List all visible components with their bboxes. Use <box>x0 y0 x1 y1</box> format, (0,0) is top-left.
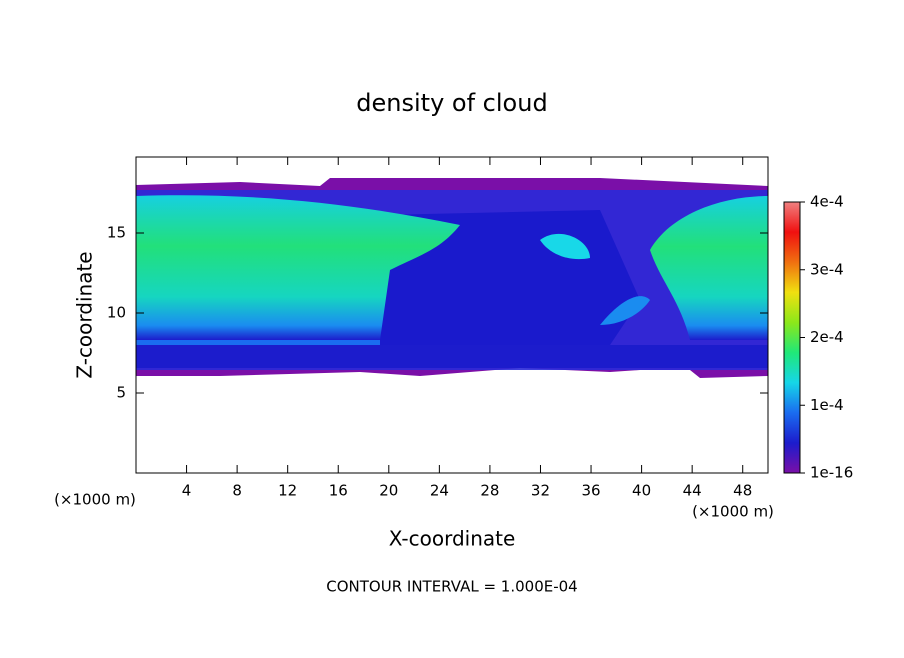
colorbar-tick-label: 3e-4 <box>810 260 844 278</box>
colorbar-tick-label: 1e-16 <box>810 464 853 482</box>
colorbar-tick-label: 4e-4 <box>810 193 844 211</box>
y-tick-label: 15 <box>107 224 126 242</box>
x-tick-label: 8 <box>232 482 242 500</box>
x-tick-label: 40 <box>632 482 651 500</box>
y-axis-label: Z-coordinate <box>73 251 97 378</box>
y-tick-label: 10 <box>107 304 126 322</box>
x-tick-label: 48 <box>733 482 752 500</box>
note: CONTOUR INTERVAL = 1.000E-04 <box>326 578 577 596</box>
colorbar-tick-label: 1e-4 <box>810 396 844 414</box>
x-tick-label: 4 <box>182 482 192 500</box>
colorbar <box>783 201 801 474</box>
field <box>136 178 768 378</box>
x-axis-label: X-coordinate <box>389 527 516 551</box>
x-tick-label: 44 <box>683 482 702 500</box>
x-unit: (×1000 m) <box>692 503 774 521</box>
x-tick-label: 32 <box>531 482 550 500</box>
colorbar-tick-label: 2e-4 <box>810 328 844 346</box>
y-tick-label: 5 <box>116 384 126 402</box>
x-tick-label: 20 <box>379 482 398 500</box>
x-tick-label: 28 <box>480 482 499 500</box>
x-tick-label: 24 <box>430 482 449 500</box>
x-unit: (×1000 m) <box>54 491 136 509</box>
x-tick-label: 16 <box>329 482 348 500</box>
chart-title: density of cloud <box>356 89 547 117</box>
x-tick-label: 36 <box>581 482 600 500</box>
plot-frame <box>135 156 769 474</box>
x-tick-label: 12 <box>278 482 297 500</box>
